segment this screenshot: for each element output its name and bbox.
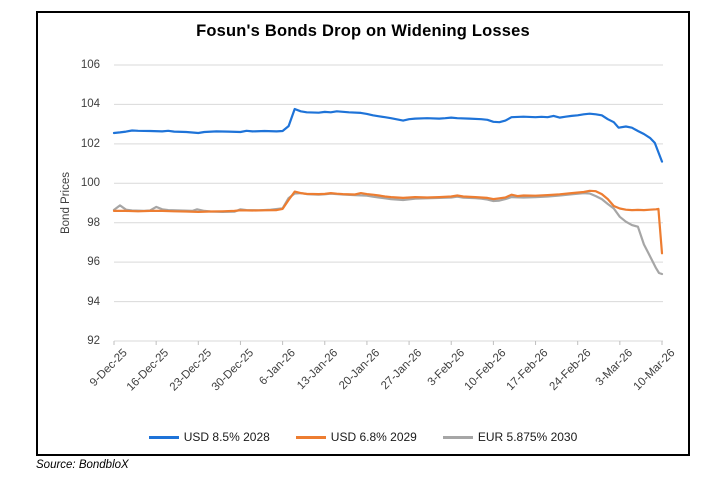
y-tick-label: 96 bbox=[87, 256, 100, 269]
legend-label: USD 6.8% 2029 bbox=[330, 430, 417, 444]
y-tick-label: 106 bbox=[80, 59, 100, 71]
legend-item: USD 8.5% 2028 bbox=[148, 430, 270, 444]
y-tick-label: 94 bbox=[87, 295, 100, 308]
legend-line-swatch bbox=[442, 435, 473, 439]
chart-frame bbox=[36, 11, 690, 456]
series-line bbox=[112, 192, 664, 276]
legend-label: EUR 5.875% 2030 bbox=[477, 430, 578, 444]
source-note: Source: BondbloX bbox=[36, 459, 129, 471]
series-line bbox=[112, 189, 664, 255]
legend-label: USD 8.5% 2028 bbox=[183, 430, 270, 444]
legend-item: USD 6.8% 2029 bbox=[295, 430, 417, 444]
legend-line-swatch bbox=[295, 435, 326, 439]
legend-item: EUR 5.875% 2030 bbox=[442, 430, 578, 444]
chart-title: Fosun's Bonds Drop on Widening Losses bbox=[196, 22, 530, 40]
y-tick-label: 92 bbox=[87, 335, 100, 347]
y-tick-label: 104 bbox=[80, 98, 100, 111]
y-tick-label: 100 bbox=[80, 177, 100, 190]
series-line bbox=[112, 107, 664, 163]
legend-line-swatch bbox=[148, 435, 179, 439]
legend: USD 8.5% 2028 USD 6.8% 2029 EUR 5.875% 203… bbox=[36, 427, 690, 447]
y-axis-title: Bond Prices bbox=[60, 171, 72, 235]
y-tick-label: 102 bbox=[80, 137, 100, 150]
y-tick-label: 98 bbox=[87, 216, 100, 229]
